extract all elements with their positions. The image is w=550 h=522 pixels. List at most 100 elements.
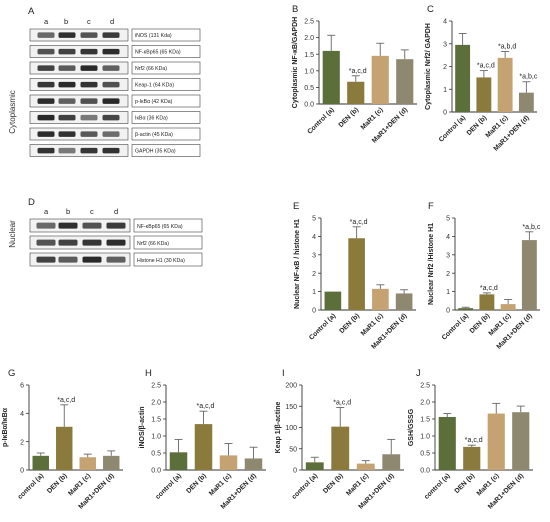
blot-band xyxy=(37,48,55,55)
blot-band xyxy=(80,131,98,137)
blot-strip xyxy=(29,78,129,91)
y-axis-label: Keap 1/β-actine xyxy=(275,402,282,454)
x-tick-label: DEN (b) xyxy=(338,312,361,335)
significance-label: *a,b,d xyxy=(498,43,516,50)
blot-band xyxy=(106,222,126,229)
blot-protein-label: p-IκBα (42 KDa) xyxy=(135,99,173,105)
blot-label-box xyxy=(131,127,201,141)
bar xyxy=(347,81,365,104)
y-tick-label: 0.5 xyxy=(151,451,161,458)
y-tick-label: 5 xyxy=(312,216,316,223)
y-tick-label: 4 xyxy=(20,411,24,418)
blot-band xyxy=(102,147,120,154)
y-axis-label: Nuclear NF-κB / histone H1 xyxy=(294,219,301,309)
cytoplasmic-side-title: Cytoplasmic xyxy=(8,90,17,134)
blot-band xyxy=(36,239,56,246)
chart-panel-j: J 0.0 0.5 1.0 1.5 2.0 2.5 GSH/GSSG control (a) *a… xyxy=(408,368,533,511)
blot-band xyxy=(37,147,55,154)
panel-letter: B xyxy=(292,4,298,15)
blot-band xyxy=(58,32,76,38)
y-tick-label: 2 xyxy=(443,64,447,71)
blot-strip xyxy=(29,45,129,58)
significance-label: *a,c,d xyxy=(350,219,368,226)
significance-label: *a,c,d xyxy=(333,400,351,407)
bar xyxy=(305,462,324,470)
lane-label: b xyxy=(64,17,68,26)
nuclear-side-title: Nuclear xyxy=(8,220,17,248)
chart-panel-b: B 0.0 0.5 1.0 1.5 2.0 2.5 Cytoplasmic NF-κB/GAP… xyxy=(292,4,417,145)
y-axis-label: Nuclear Nrf2 /Histone H1 xyxy=(428,223,435,305)
y-tick-label: 2 xyxy=(20,439,24,446)
blot-strip xyxy=(29,127,129,141)
y-tick-label: 4 xyxy=(312,234,316,241)
blot-band xyxy=(37,98,55,104)
panel-letter: H xyxy=(145,368,152,379)
bar xyxy=(32,455,49,470)
blot-band xyxy=(102,114,120,121)
blot-band xyxy=(37,114,55,121)
y-tick-label: 5 xyxy=(446,216,450,223)
y-tick-label: 0.0 xyxy=(420,468,430,475)
x-tick-label: control (a) xyxy=(423,472,451,500)
blot-label-box xyxy=(133,235,203,250)
y-tick-label: 3 xyxy=(312,252,316,259)
panel-letter: J xyxy=(416,368,421,379)
blot-band xyxy=(82,239,102,246)
y-tick-label: 2 xyxy=(312,271,316,278)
y-tick-label: 1.5 xyxy=(304,52,314,59)
blot-strip xyxy=(29,111,129,124)
cytoplasmic-blot-panel: A a b c d Cytoplasmic iNOS (131 Kda) NF-κ… xyxy=(8,6,201,157)
bar xyxy=(169,452,188,470)
blot-band xyxy=(58,65,76,71)
lane-label: b xyxy=(66,207,70,216)
blot-band xyxy=(102,81,120,88)
bar xyxy=(382,454,401,470)
y-tick-label: 4 xyxy=(443,19,447,26)
nuclear-blot-strips: NF-κBp65 (65 KDa) Nrf2 (66 KDa) Histone H1… xyxy=(29,218,203,267)
bar xyxy=(372,288,389,310)
blot-protein-label: Nrf2 (66 KDa) xyxy=(135,66,167,72)
bar xyxy=(512,412,530,470)
blot-band xyxy=(37,32,55,38)
y-tick-label: 4 xyxy=(446,234,450,241)
lane-label: d xyxy=(114,207,118,216)
y-tick-label: 150 xyxy=(285,404,297,411)
panel-letter: C xyxy=(427,4,434,15)
y-tick-label: 1.0 xyxy=(304,68,314,75)
y-tick-label: 0 xyxy=(446,308,450,315)
y-tick-label: 1.0 xyxy=(151,434,161,441)
blot-band xyxy=(80,98,98,104)
blot-band xyxy=(58,222,78,229)
blot-band xyxy=(58,114,76,121)
blot-band xyxy=(80,114,98,121)
blot-band xyxy=(37,131,55,137)
significance-label: *a,c,d xyxy=(465,437,483,444)
blot-band xyxy=(82,256,102,263)
blot-band xyxy=(58,81,76,88)
blot-strip xyxy=(29,252,131,267)
bar xyxy=(497,57,513,112)
blot-strip xyxy=(29,235,131,250)
chart-panel-e: E 0 1 2 3 4 5 Nuclear NF-κB / histone H1 Control… xyxy=(293,201,416,351)
y-tick-label: 100 xyxy=(285,425,297,432)
blot-label-box xyxy=(131,94,201,108)
bar xyxy=(521,240,537,310)
x-tick-label: DEN (b) xyxy=(322,472,345,495)
blot-band xyxy=(58,131,76,137)
chart-panel-f: F 0 1 2 3 4 5 Nuclear Nrf2 /Histone H1 Control (… xyxy=(428,201,541,351)
y-tick-label: 0.5 xyxy=(420,451,430,458)
y-axis-label: Cytoplasmic Nrf2/ GAPDH xyxy=(425,23,432,110)
blot-protein-label: Histone H1 (30 KDa) xyxy=(137,258,185,264)
y-tick-label: 1 xyxy=(443,87,447,94)
bar xyxy=(356,463,375,470)
blot-label-box xyxy=(133,218,203,233)
blot-band xyxy=(36,256,56,263)
x-tick-label: MaR1 (c) xyxy=(208,472,233,497)
y-tick-label: 3 xyxy=(443,41,447,48)
significance-label: *a,c,d xyxy=(197,403,215,410)
blot-protein-label: GAPDH (35 KDa) xyxy=(135,149,176,155)
y-tick-label: 50 xyxy=(289,446,297,453)
bar xyxy=(244,458,263,470)
lane-label: c xyxy=(90,207,94,216)
